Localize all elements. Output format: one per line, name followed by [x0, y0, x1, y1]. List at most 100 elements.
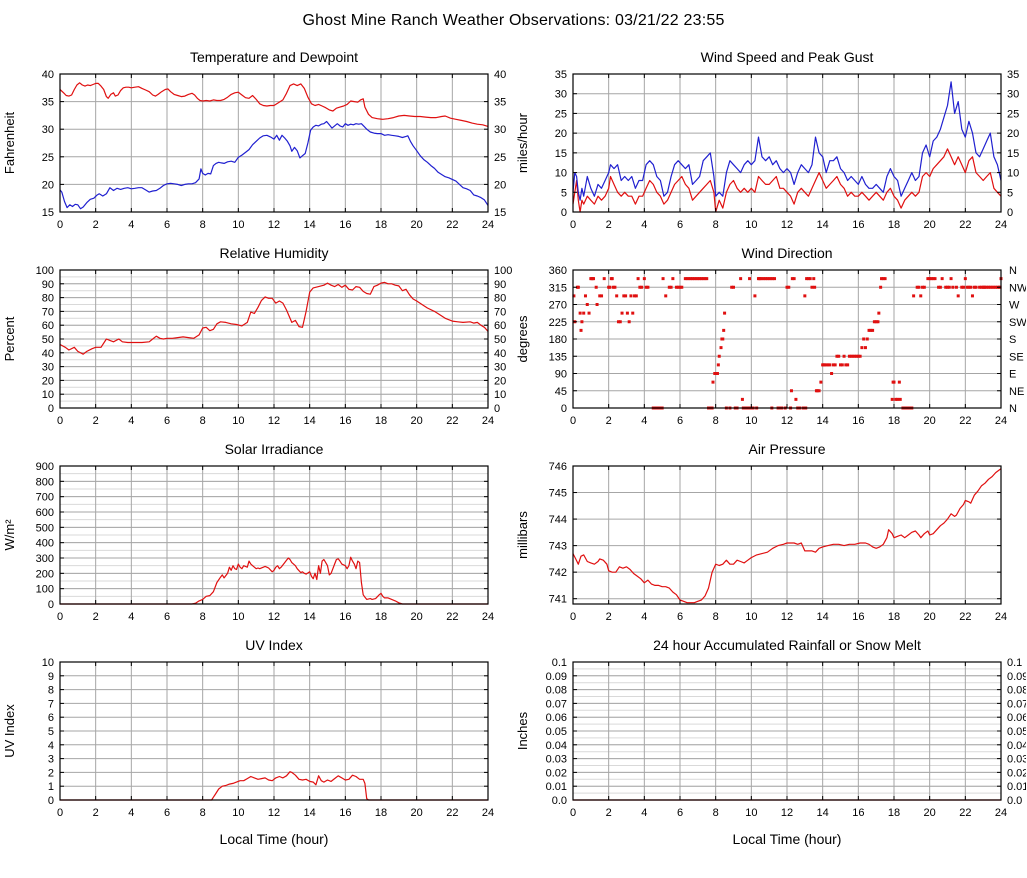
svg-text:50: 50 — [42, 334, 54, 346]
svg-text:9: 9 — [48, 671, 54, 683]
svg-text:4: 4 — [128, 611, 134, 623]
svg-text:24: 24 — [482, 611, 494, 623]
svg-text:10: 10 — [745, 219, 757, 231]
svg-text:20: 20 — [42, 375, 54, 387]
svg-text:10: 10 — [745, 611, 757, 623]
chart-air-pressure: 741 742 743 744 745 746 0 2 4 6 8 10 12 14 16 18 20 22 24 A… — [513, 436, 1026, 632]
svg-text:135: 135 — [549, 351, 567, 363]
svg-text:2: 2 — [93, 807, 99, 819]
svg-text:80: 80 — [494, 293, 506, 305]
svg-text:24: 24 — [995, 611, 1007, 623]
svg-text:270: 270 — [549, 300, 567, 312]
svg-text:20: 20 — [924, 807, 936, 819]
svg-text:741: 741 — [549, 594, 567, 606]
svg-text:20: 20 — [494, 179, 506, 191]
svg-text:8: 8 — [48, 685, 54, 697]
svg-text:0.04: 0.04 — [546, 740, 567, 752]
svg-text:0: 0 — [57, 807, 63, 819]
svg-text:0.02: 0.02 — [546, 767, 567, 779]
svg-text:0: 0 — [57, 611, 63, 623]
svg-text:800: 800 — [36, 476, 54, 488]
svg-text:N: N — [1009, 265, 1017, 277]
svg-text:2: 2 — [606, 611, 612, 623]
svg-text:0.06: 0.06 — [546, 712, 567, 724]
svg-text:743: 743 — [549, 541, 567, 553]
svg-text:40: 40 — [494, 69, 506, 81]
svg-text:S: S — [1009, 334, 1016, 346]
svg-text:20: 20 — [42, 179, 54, 191]
svg-text:400: 400 — [36, 538, 54, 550]
svg-text:16: 16 — [852, 219, 864, 231]
svg-text:0: 0 — [570, 807, 576, 819]
svg-text:6: 6 — [164, 415, 170, 427]
svg-text:10: 10 — [1007, 168, 1019, 180]
svg-text:30: 30 — [1007, 89, 1019, 101]
svg-text:E: E — [1009, 369, 1016, 381]
svg-text:Fahrenheit: Fahrenheit — [2, 112, 17, 175]
svg-text:SW: SW — [1009, 317, 1026, 329]
svg-text:8: 8 — [200, 611, 206, 623]
svg-text:4: 4 — [128, 807, 134, 819]
svg-text:Air Pressure: Air Pressure — [748, 441, 825, 457]
svg-text:90: 90 — [494, 279, 506, 291]
svg-text:0: 0 — [1007, 207, 1013, 219]
svg-text:300: 300 — [36, 553, 54, 565]
svg-text:14: 14 — [817, 415, 829, 427]
svg-text:18: 18 — [375, 611, 387, 623]
svg-text:20: 20 — [1007, 128, 1019, 140]
svg-text:90: 90 — [42, 279, 54, 291]
svg-text:20: 20 — [411, 219, 423, 231]
svg-text:2: 2 — [606, 219, 612, 231]
svg-text:14: 14 — [817, 807, 829, 819]
svg-text:12: 12 — [268, 219, 280, 231]
svg-text:0: 0 — [561, 403, 567, 415]
svg-text:24: 24 — [995, 807, 1007, 819]
svg-text:0.09: 0.09 — [546, 671, 567, 683]
svg-text:18: 18 — [375, 807, 387, 819]
svg-text:6: 6 — [677, 219, 683, 231]
svg-text:0.07: 0.07 — [1007, 698, 1026, 710]
svg-text:4: 4 — [128, 415, 134, 427]
svg-text:100: 100 — [36, 265, 54, 277]
svg-text:0.09: 0.09 — [1007, 671, 1026, 683]
svg-text:8: 8 — [713, 807, 719, 819]
svg-text:30: 30 — [42, 362, 54, 374]
svg-text:12: 12 — [268, 807, 280, 819]
svg-text:30: 30 — [42, 124, 54, 136]
svg-text:10: 10 — [232, 415, 244, 427]
svg-text:5: 5 — [561, 187, 567, 199]
svg-text:W/m²: W/m² — [2, 519, 17, 551]
svg-text:15: 15 — [555, 148, 567, 160]
svg-text:0: 0 — [570, 219, 576, 231]
svg-text:35: 35 — [555, 69, 567, 81]
svg-text:0.05: 0.05 — [546, 726, 567, 738]
svg-text:200: 200 — [36, 568, 54, 580]
svg-text:14: 14 — [817, 219, 829, 231]
svg-text:10: 10 — [42, 657, 54, 669]
svg-text:40: 40 — [494, 348, 506, 360]
svg-text:20: 20 — [924, 611, 936, 623]
svg-text:0: 0 — [57, 219, 63, 231]
svg-text:18: 18 — [888, 807, 900, 819]
svg-text:15: 15 — [1007, 148, 1019, 160]
svg-text:180: 180 — [549, 334, 567, 346]
svg-text:2: 2 — [48, 767, 54, 779]
svg-text:25: 25 — [42, 152, 54, 164]
svg-text:80: 80 — [42, 293, 54, 305]
svg-text:Inches: Inches — [515, 711, 530, 750]
svg-text:20: 20 — [411, 415, 423, 427]
svg-text:15: 15 — [494, 207, 506, 219]
svg-text:2: 2 — [606, 415, 612, 427]
svg-text:3: 3 — [48, 754, 54, 766]
svg-text:4: 4 — [128, 219, 134, 231]
svg-text:degrees: degrees — [515, 315, 530, 362]
svg-text:4: 4 — [48, 740, 54, 752]
svg-text:6: 6 — [677, 611, 683, 623]
svg-text:6: 6 — [164, 807, 170, 819]
svg-text:6: 6 — [164, 611, 170, 623]
svg-text:16: 16 — [852, 415, 864, 427]
svg-text:745: 745 — [549, 488, 567, 500]
